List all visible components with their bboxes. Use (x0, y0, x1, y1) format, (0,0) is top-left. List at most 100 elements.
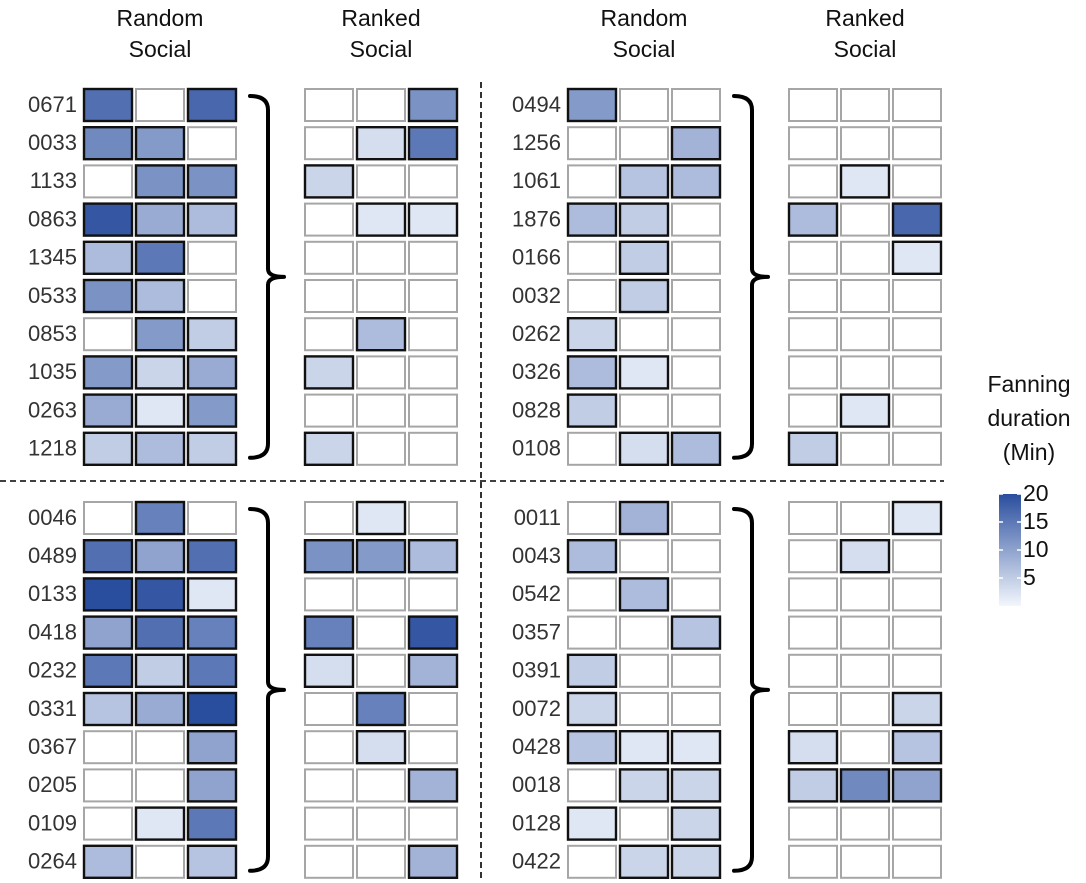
cell-1061-ranked-3 (892, 164, 942, 199)
cell-0533-ranked-3 (408, 279, 458, 313)
row-label-0262: 0262 (512, 321, 561, 346)
cell-0326-ranked-2 (840, 355, 890, 390)
cell-0671-ranked-1 (304, 88, 354, 122)
cell-1218-ranked-2 (356, 431, 406, 466)
cell-0428-ranked-3 (891, 730, 943, 765)
cell-1876-random-3 (671, 202, 721, 237)
cell-0264-random-2 (135, 844, 185, 879)
cell-0205-random-3 (186, 768, 238, 803)
cell-0133-random-2 (134, 577, 186, 612)
cell-0357-ranked-2 (840, 615, 890, 650)
row-label-0033: 0033 (28, 130, 77, 155)
cell-0108-ranked-1 (787, 431, 839, 466)
group-header-ranked-line2-panel-1: Social (350, 36, 413, 62)
cell-0033-random-2 (134, 125, 186, 161)
cell-0264-ranked-2 (356, 844, 406, 879)
cell-0367-random-2 (135, 730, 185, 765)
cell-1133-random-3 (186, 164, 238, 199)
cell-0828-ranked-2 (839, 393, 891, 428)
cell-0422-random-2 (618, 844, 670, 879)
cell-1256-ranked-3 (892, 126, 942, 161)
row-label-1256: 1256 (512, 130, 561, 155)
row-label-0428: 0428 (512, 734, 561, 759)
cell-0011-ranked-3 (891, 500, 943, 536)
cell-0331-ranked-2 (355, 691, 407, 727)
cell-0232-random-3 (186, 653, 238, 688)
cell-1035-random-1 (82, 355, 134, 390)
row-label-0043: 0043 (512, 543, 561, 568)
cell-0326-ranked-1 (788, 355, 838, 390)
cell-0018-ranked-2 (839, 768, 891, 803)
cell-0418-random-1 (82, 615, 134, 650)
row-label-0263: 0263 (28, 397, 77, 422)
legend-title-line-2: duration (987, 405, 1070, 431)
cell-0853-ranked-2 (355, 317, 407, 352)
legend-tick-label-20: 20 (1023, 480, 1049, 506)
cell-0108-ranked-2 (840, 431, 890, 466)
cell-0367-ranked-2 (355, 730, 407, 765)
cell-0262-random-1 (566, 317, 618, 352)
cell-0263-ranked-3 (408, 393, 458, 428)
cell-0863-random-1 (82, 202, 134, 237)
cell-0422-random-1 (567, 844, 617, 879)
cell-0046-random-2 (134, 500, 186, 536)
row-label-0853: 0853 (28, 321, 77, 346)
cell-0264-random-3 (186, 844, 238, 879)
group-bracket-panel-3 (248, 507, 286, 873)
row-label-0109: 0109 (28, 810, 77, 835)
group-bracket-panel-2 (732, 94, 770, 460)
cell-0262-random-2 (619, 317, 669, 352)
cell-1133-ranked-2 (356, 164, 406, 199)
row-label-1345: 1345 (28, 245, 77, 270)
cell-0542-ranked-1 (788, 577, 838, 612)
cell-0264-random-1 (82, 844, 134, 879)
row-label-0011: 0011 (514, 505, 561, 530)
cell-0828-random-1 (566, 393, 618, 428)
cell-0863-random-2 (134, 202, 186, 237)
group-bracket-panel-4 (732, 507, 770, 873)
row-label-1133: 1133 (30, 168, 77, 193)
cell-0863-ranked-1 (304, 202, 354, 237)
cell-0828-random-2 (619, 393, 669, 428)
cell-0046-ranked-3 (408, 501, 458, 535)
row-label-0422: 0422 (512, 849, 561, 874)
cell-0166-random-2 (618, 240, 670, 276)
cell-0494-random-2 (619, 88, 669, 122)
row-label-0264: 0264 (28, 849, 77, 874)
cell-0331-ranked-1 (304, 692, 354, 726)
cell-0232-random-1 (82, 653, 134, 688)
cell-0391-ranked-2 (840, 653, 890, 688)
cell-0542-random-1 (567, 577, 617, 612)
cell-1256-random-3 (670, 125, 722, 161)
cell-0109-ranked-1 (304, 806, 354, 841)
cell-1061-random-3 (670, 164, 722, 199)
cell-1345-random-2 (134, 240, 186, 276)
cell-0331-random-1 (82, 691, 134, 727)
cell-0863-ranked-2 (355, 202, 407, 237)
cell-0391-random-2 (619, 653, 669, 688)
row-label-0133: 0133 (28, 581, 77, 606)
cell-0011-random-3 (671, 501, 721, 535)
cell-1035-random-2 (134, 355, 186, 390)
cell-0367-random-3 (186, 730, 238, 765)
cell-0032-ranked-1 (788, 279, 838, 313)
cell-0043-random-3 (671, 539, 721, 574)
cell-0072-random-3 (671, 692, 721, 726)
cell-0533-ranked-2 (356, 279, 406, 313)
cell-0542-random-2 (618, 577, 670, 612)
row-label-0367: 0367 (28, 734, 77, 759)
cell-0166-ranked-1 (788, 240, 838, 275)
cell-0108-ranked-3 (892, 431, 942, 466)
cell-0033-random-3 (187, 126, 237, 161)
cell-0033-ranked-2 (355, 125, 407, 161)
cell-1061-random-2 (618, 164, 670, 199)
cell-0263-random-1 (82, 393, 134, 428)
cell-0489-ranked-2 (355, 539, 407, 574)
cell-0264-ranked-1 (304, 844, 354, 879)
cell-0853-random-3 (186, 317, 238, 352)
cell-0072-ranked-1 (788, 692, 838, 726)
cell-0262-random-3 (671, 317, 721, 352)
row-label-0232: 0232 (28, 658, 77, 683)
cell-1133-ranked-1 (303, 164, 355, 199)
